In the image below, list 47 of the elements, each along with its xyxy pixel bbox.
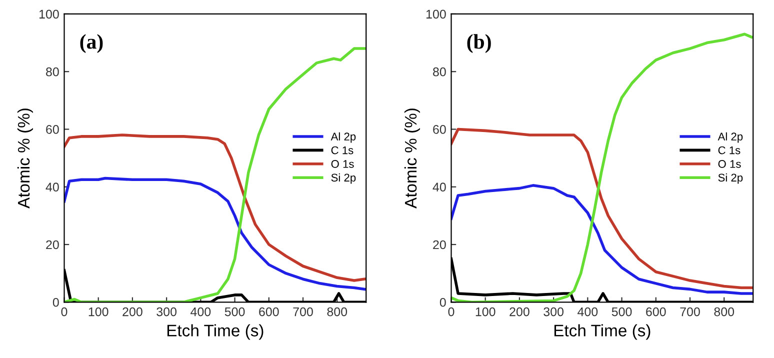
x-tick-label: 200: [122, 307, 142, 316]
legend-label: Al 2p: [330, 132, 356, 143]
x-tick-label: 400: [578, 307, 598, 316]
x-tick-label: 600: [259, 307, 279, 316]
x-tick-label: 500: [224, 307, 245, 316]
x-axis-title: Etch Time (s): [167, 324, 264, 340]
y-tick-label: 20: [46, 240, 59, 250]
x-tick-label: 100: [88, 307, 108, 316]
x-tick-label: 300: [544, 307, 564, 316]
y-tick-label: 60: [46, 125, 59, 134]
line-series: [64, 134, 366, 282]
y-tick-label: 80: [46, 67, 59, 76]
legend-label: Si 2p: [718, 173, 743, 184]
line-series: [451, 128, 753, 290]
legend-label: O 1s: [718, 160, 741, 168]
y-axis-title: Atomic % (%): [17, 108, 33, 208]
y-tick-label: 60: [433, 125, 446, 134]
legend-label: O 1s: [331, 160, 354, 168]
y-tick-label: 20: [433, 240, 446, 250]
x-tick-label: 800: [327, 307, 348, 316]
x-tick-label: 100: [476, 307, 496, 316]
y-tick-label: 0: [52, 298, 59, 307]
y-tick-label: 40: [46, 182, 59, 192]
y-tick-label: 0: [440, 298, 446, 307]
y-tick-label: 100: [39, 10, 59, 19]
y-tick-label: 80: [433, 67, 446, 76]
x-tick-label: 0: [61, 307, 68, 316]
x-axis-title: Etch Time (s): [554, 324, 650, 340]
y-axis-title: Atomic % (%): [404, 108, 420, 208]
x-tick-label: 400: [190, 307, 211, 316]
x-tick-label: 200: [510, 307, 530, 316]
x-tick-label: 700: [293, 307, 313, 316]
x-tick-label: 700: [680, 307, 700, 316]
legend-label: Al 2p: [718, 132, 743, 143]
legend-label: C 1s: [718, 146, 740, 154]
y-tick-label: 40: [432, 182, 446, 192]
x-tick-label: 600: [646, 307, 666, 316]
annotation: (b): [467, 34, 491, 54]
x-tick-label: 800: [714, 307, 734, 316]
line-series: [451, 184, 753, 295]
x-tick-label: 0: [448, 307, 454, 316]
annotation: (a): [80, 34, 103, 54]
legend-label: Si 2p: [331, 173, 356, 184]
x-tick-label: 500: [612, 307, 632, 316]
x-tick-label: 300: [156, 307, 177, 316]
y-tick-label: 100: [426, 10, 446, 19]
legend-label: C 1s: [331, 146, 354, 154]
